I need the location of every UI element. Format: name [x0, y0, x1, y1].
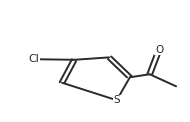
Text: S: S	[113, 95, 120, 105]
Text: O: O	[155, 45, 163, 55]
Text: Cl: Cl	[28, 54, 39, 64]
